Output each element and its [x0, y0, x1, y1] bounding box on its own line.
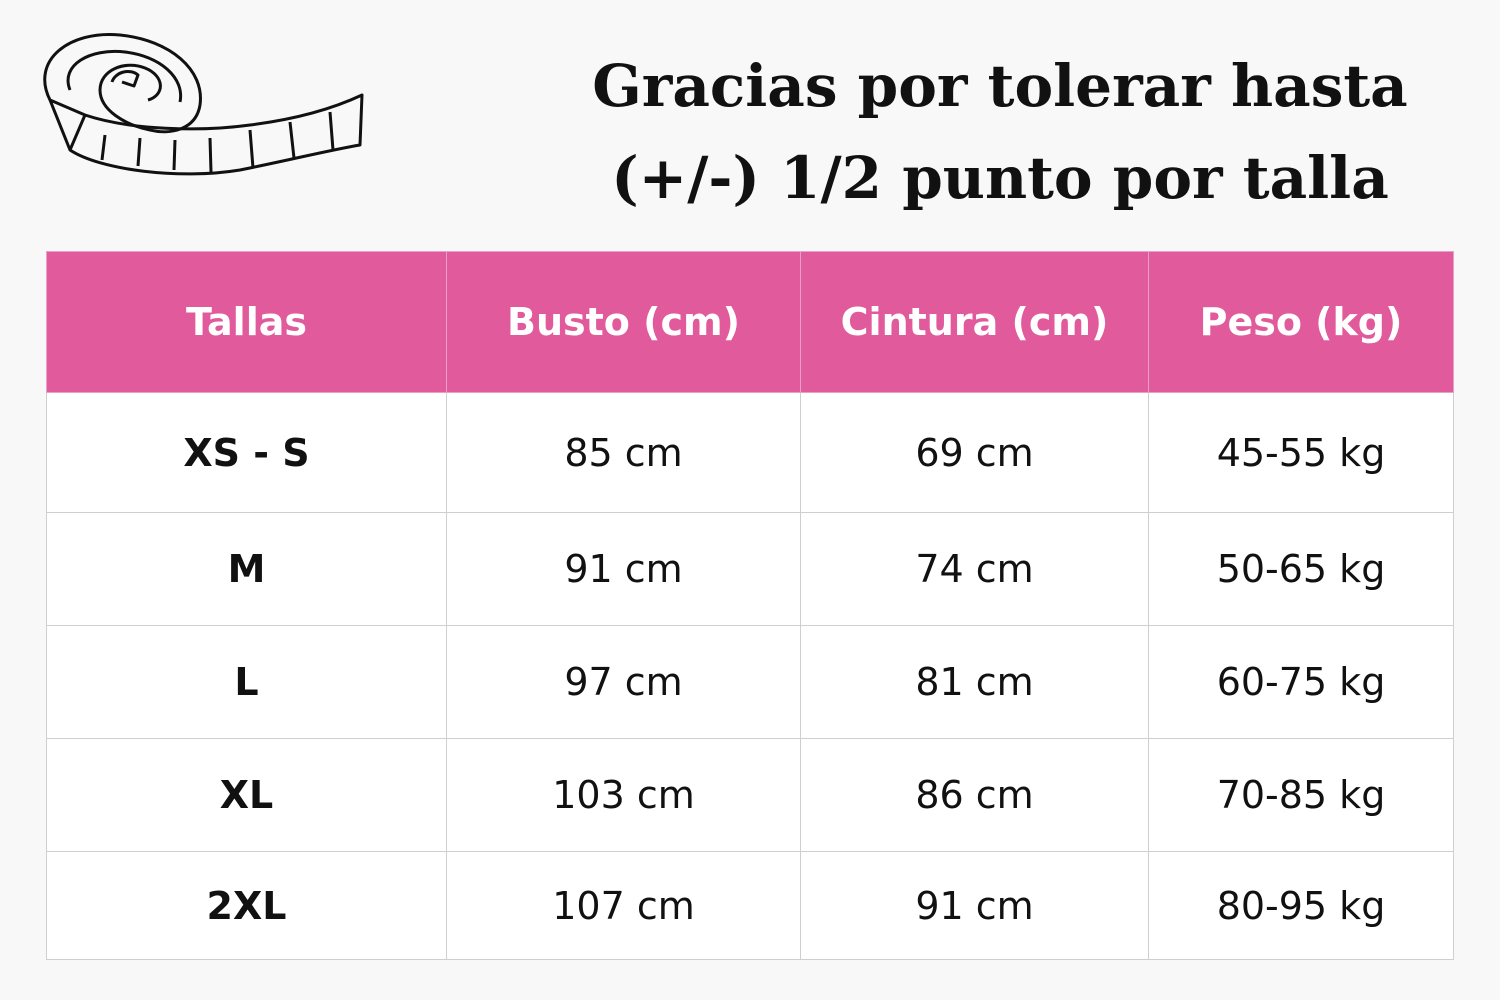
value-cell: 107 cm [446, 851, 801, 960]
header-cell: Peso (kg) [1148, 251, 1454, 393]
value-cell: 69 cm [800, 392, 1149, 513]
table-row: XS - S 85 cm 69 cm 45-55 kg [46, 392, 1454, 513]
title: Gracias por tolerar hasta (+/-) 1/2 punt… [560, 40, 1440, 224]
table-row: M 91 cm 74 cm 50-65 kg [46, 512, 1454, 626]
tape-measure-icon [43, 32, 364, 176]
title-line: (+/-) 1/2 punto por talla [611, 144, 1389, 212]
value-cell: 70-85 kg [1148, 738, 1454, 852]
value-cell: 50-65 kg [1148, 512, 1454, 626]
value-cell: 45-55 kg [1148, 392, 1454, 513]
value-cell: 86 cm [800, 738, 1149, 852]
size-cell: 2XL [46, 851, 447, 960]
header-row: Tallas Busto (cm) Cintura (cm) Peso (kg) [46, 251, 1454, 393]
value-cell: 91 cm [800, 851, 1149, 960]
value-cell: 74 cm [800, 512, 1149, 626]
header-cell: Busto (cm) [446, 251, 801, 393]
value-cell: 80-95 kg [1148, 851, 1454, 960]
table-row: XL 103 cm 86 cm 70-85 kg [46, 738, 1454, 852]
table-row: 2XL 107 cm 91 cm 80-95 kg [46, 851, 1454, 960]
value-cell: 81 cm [800, 625, 1149, 739]
value-cell: 85 cm [446, 392, 801, 513]
value-cell: 91 cm [446, 512, 801, 626]
value-cell: 103 cm [446, 738, 801, 852]
title-line: Gracias por tolerar hasta [592, 52, 1408, 120]
size-table: Tallas Busto (cm) Cintura (cm) Peso (kg) XS… [46, 251, 1454, 960]
header-cell: Cintura (cm) [800, 251, 1149, 393]
header-cell: Tallas [46, 251, 447, 393]
value-cell: 60-75 kg [1148, 625, 1454, 739]
size-cell: L [46, 625, 447, 739]
size-cell: XS - S [46, 392, 447, 513]
size-cell: XL [46, 738, 447, 852]
value-cell: 97 cm [446, 625, 801, 739]
size-cell: M [46, 512, 447, 626]
table-row: L 97 cm 81 cm 60-75 kg [46, 625, 1454, 739]
